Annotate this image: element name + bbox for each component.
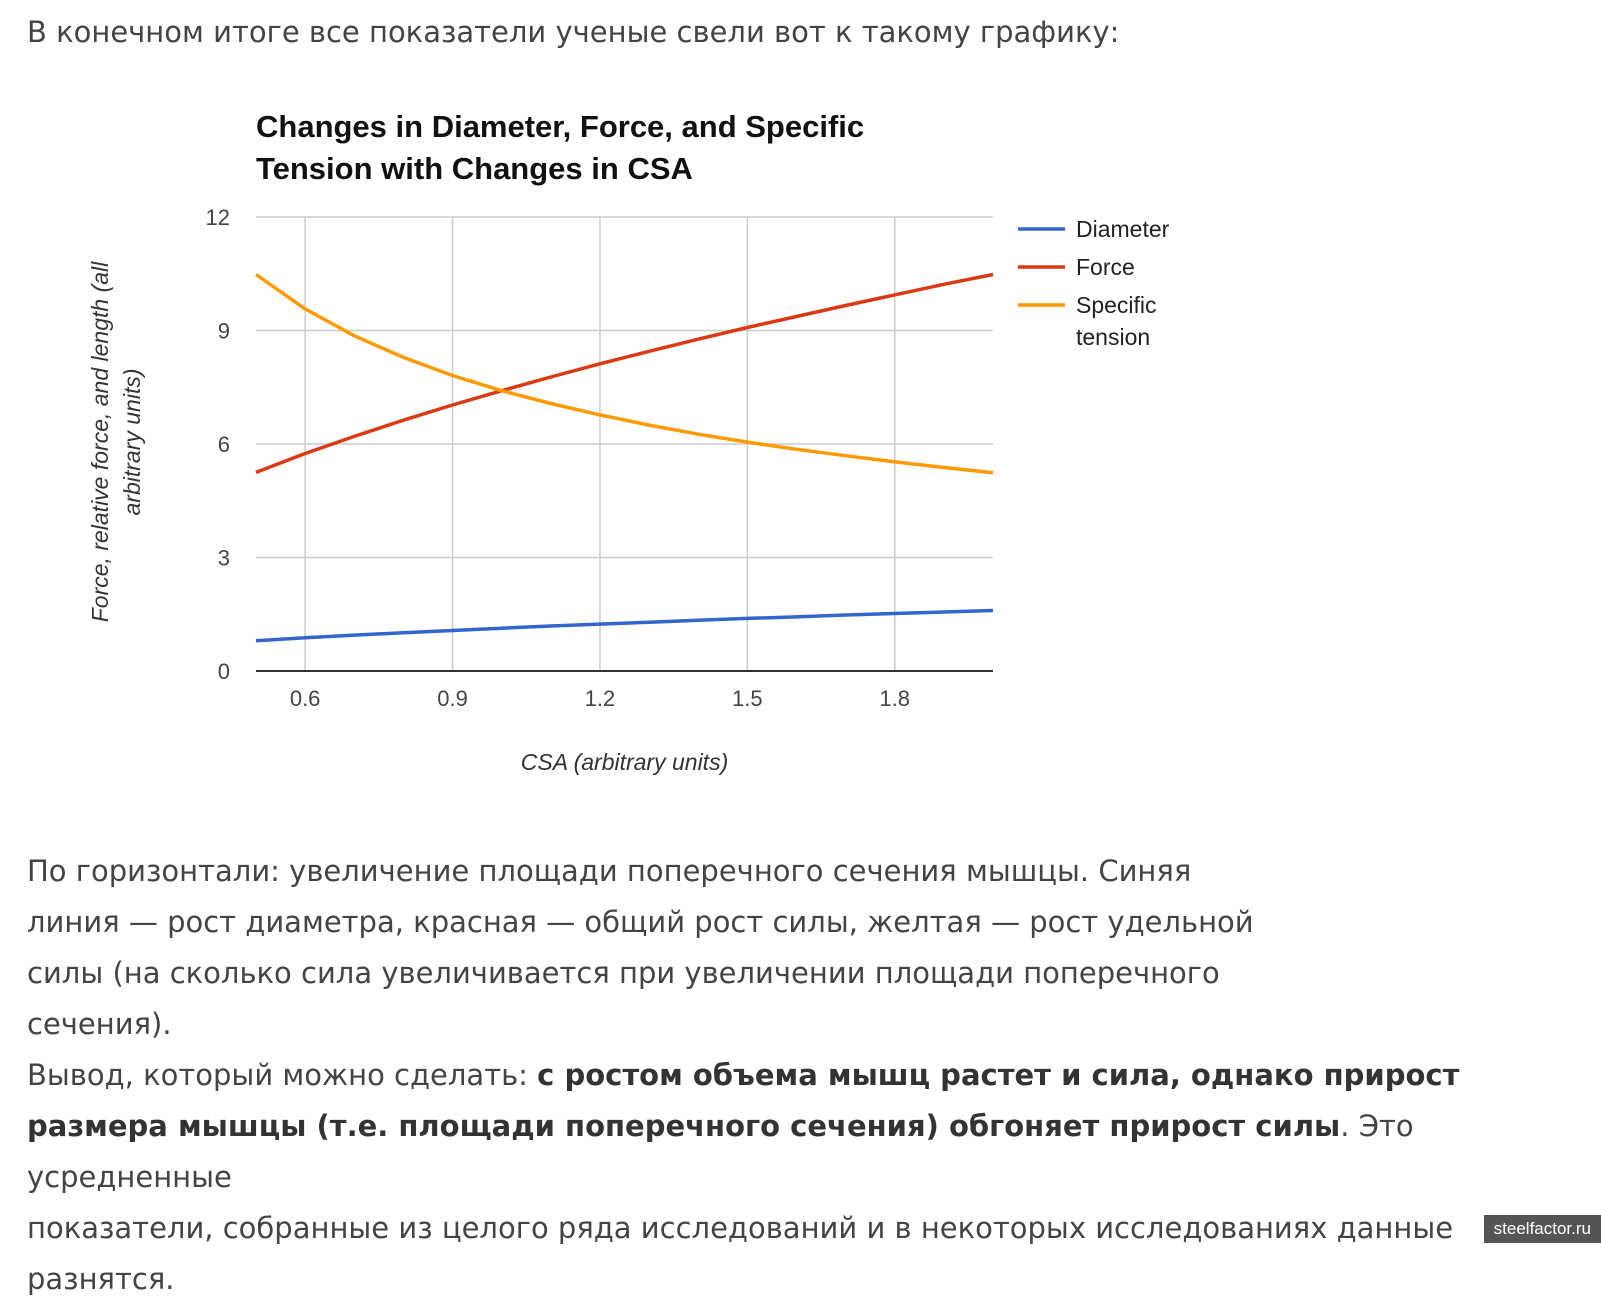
legend-label-specific-tension: Specific xyxy=(1076,292,1157,318)
y-axis-label: Force, relative force, and length (all xyxy=(87,261,113,622)
x-tick-label: 0.9 xyxy=(437,686,468,711)
x-tick-label: 1.2 xyxy=(585,686,616,711)
x-tick-label: 1.5 xyxy=(732,686,763,711)
watermark: steelfactor.ru xyxy=(1483,1215,1601,1243)
paragraph-1-line: силы (на сколько сила увеличивается при … xyxy=(27,956,1220,990)
paragraph-1-line: линия — рост диаметра, красная — общий р… xyxy=(27,905,1254,939)
conclusion-suffix: . Это усредненные xyxy=(27,1109,1414,1194)
paragraph-1-line: сечения). xyxy=(27,1007,172,1041)
paragraph-2-line: показатели, собранные из целого ряда исс… xyxy=(27,1211,1454,1296)
paragraph-2: Вывод, который можно сделать: с ростом о… xyxy=(27,1050,1567,1305)
y-tick-label: 9 xyxy=(218,319,230,344)
y-tick-label: 3 xyxy=(218,546,230,571)
paragraph-2-line: Вывод, который можно сделать: с ростом о… xyxy=(27,1050,1567,1101)
y-tick-label: 12 xyxy=(206,205,230,230)
y-axis-label: arbitrary units) xyxy=(119,369,145,516)
chart: Changes in Diameter, Force, and Specific… xyxy=(60,90,1250,810)
conclusion-bold-2: размера мышцы (т.е. площади поперечного … xyxy=(27,1109,1341,1143)
chart-svg: 0 3 6 9 12 0.6 0.9 1.2 1.5 1.8 CSA (arbitrary unit… xyxy=(87,205,1170,775)
conclusion-bold-1: с ростом объема мышц растет и сила, одна… xyxy=(537,1058,1460,1092)
y-tick-label: 0 xyxy=(218,659,230,684)
series-line-specific-tension xyxy=(254,273,994,475)
conclusion-prefix: Вывод, который можно сделать: xyxy=(27,1058,538,1092)
legend-label-specific-tension: tension xyxy=(1076,324,1150,350)
x-axis-label: CSA (arbitrary units) xyxy=(521,749,728,775)
intro-text: В конечном итоге все показатели ученые с… xyxy=(27,15,1120,49)
x-tick-label: 0.6 xyxy=(290,686,321,711)
paragraph-2-line: размера мышцы (т.е. площади поперечного … xyxy=(27,1101,1567,1203)
legend-label-diameter: Diameter xyxy=(1076,216,1170,242)
chart-title: Changes in Diameter, Force, and Specific… xyxy=(256,109,865,186)
x-tick-label: 1.8 xyxy=(879,686,910,711)
series-line-diameter xyxy=(255,608,994,643)
paragraph-1-line: По горизонтали: увеличение площади попер… xyxy=(27,854,1192,888)
legend-label-force: Force xyxy=(1076,254,1135,280)
article-text: По горизонтали: увеличение площади попер… xyxy=(27,846,1567,1305)
paragraph-1: По горизонтали: увеличение площади попер… xyxy=(27,846,1567,1050)
y-tick-label: 6 xyxy=(218,432,230,457)
series-line-force xyxy=(255,272,994,475)
